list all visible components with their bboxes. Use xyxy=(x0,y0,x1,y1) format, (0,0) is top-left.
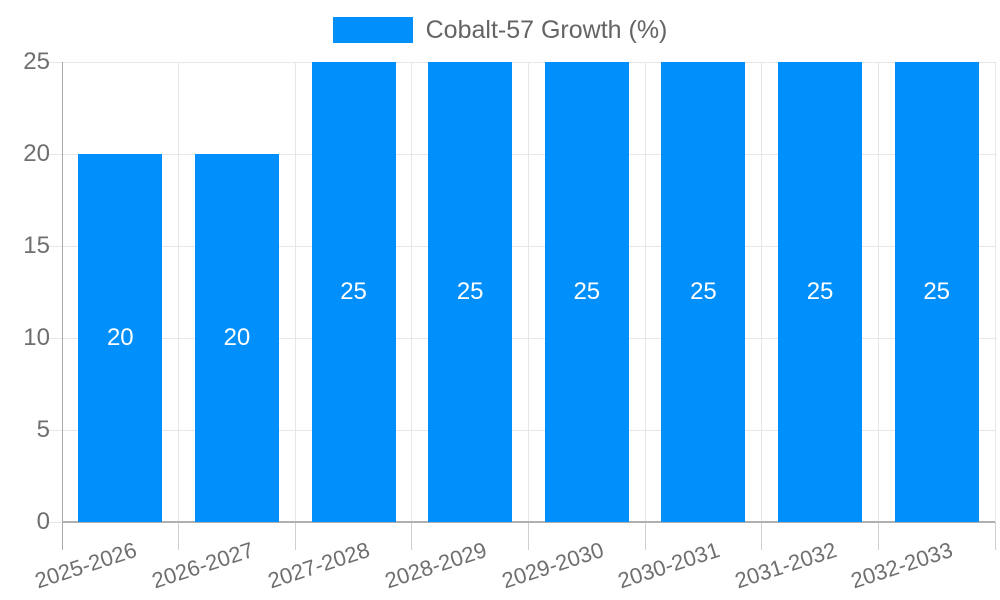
bar[interactable] xyxy=(194,154,279,522)
gridline-v xyxy=(528,62,529,522)
x-axis-category-label: 2032-2033 xyxy=(848,537,957,594)
legend-label: Cobalt-57 Growth (%) xyxy=(425,16,668,44)
gridline-v xyxy=(644,62,646,522)
x-axis-category-label: 2026-2027 xyxy=(148,537,257,594)
x-axis-category-label: 2031-2032 xyxy=(731,537,840,594)
gridline-h xyxy=(48,429,995,431)
x-axis-category-label: 2030-2031 xyxy=(615,537,723,594)
x-axis-category-label: 2028-2029 xyxy=(381,537,490,594)
x-axis-tick xyxy=(644,522,646,550)
gridline-h xyxy=(48,245,995,247)
gridline-v xyxy=(294,62,296,522)
y-axis-tick-label: 0 xyxy=(36,508,50,535)
bar[interactable] xyxy=(78,154,163,522)
x-axis-category-label: 2029-2030 xyxy=(498,537,607,594)
x-axis-line xyxy=(62,521,995,523)
gridline-v xyxy=(877,62,879,522)
x-axis-tick xyxy=(877,522,879,550)
gridline-h xyxy=(48,337,995,339)
y-axis-tick-label: 5 xyxy=(36,416,50,443)
bar-value-label: 25 xyxy=(923,278,951,305)
legend-swatch xyxy=(332,17,413,43)
bar-value-label: 20 xyxy=(223,324,251,351)
gridline-v xyxy=(178,62,180,522)
y-axis-tick-label: 20 xyxy=(23,140,50,167)
y-axis-tick-label: 25 xyxy=(23,48,50,75)
x-axis-tick xyxy=(994,522,996,550)
chart-legend[interactable]: Cobalt-57 Growth (%) xyxy=(0,15,1000,45)
bar-value-label: 25 xyxy=(806,278,834,305)
gridline-v xyxy=(411,62,413,522)
bar-value-label: 25 xyxy=(573,278,601,305)
bar-value-label: 25 xyxy=(690,278,717,305)
bar-value-label: 25 xyxy=(340,278,367,305)
y-axis-line xyxy=(61,62,63,550)
gridline-v xyxy=(994,62,996,522)
bar[interactable] xyxy=(544,62,629,522)
gridline-h xyxy=(48,153,995,155)
x-axis-category-label: 2025-2026 xyxy=(31,537,140,594)
bar[interactable] xyxy=(894,62,979,522)
y-axis-tick-label: 15 xyxy=(23,232,50,259)
x-axis-tick xyxy=(294,522,296,550)
bar-value-label: 20 xyxy=(106,324,134,351)
y-axis-tick-label: 10 xyxy=(23,324,50,351)
x-axis-category-label: 2027-2028 xyxy=(265,537,373,594)
x-axis-tick xyxy=(761,522,763,550)
x-axis-tick xyxy=(528,522,529,550)
x-axis-tick xyxy=(411,522,413,550)
x-axis-tick xyxy=(178,522,180,550)
bar-value-label: 25 xyxy=(456,278,484,305)
gridline-v xyxy=(761,62,763,522)
bar[interactable] xyxy=(428,62,513,522)
bar[interactable] xyxy=(661,62,746,522)
bar[interactable] xyxy=(311,62,396,522)
bar[interactable] xyxy=(778,62,863,522)
gridline-h xyxy=(48,61,995,63)
